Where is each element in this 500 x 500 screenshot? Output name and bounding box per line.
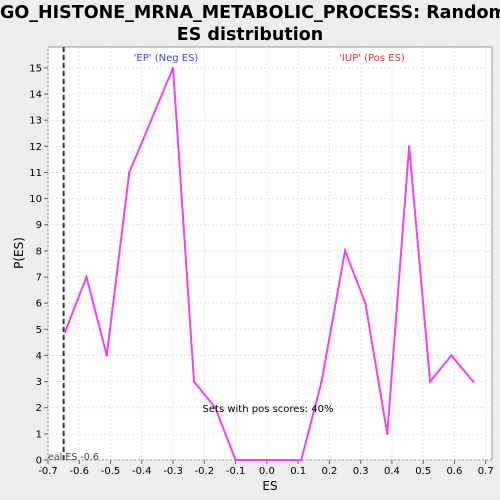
data-point bbox=[192, 380, 196, 383]
x-tick-label: 0.0 bbox=[259, 466, 275, 477]
x-axis-title: ES bbox=[262, 479, 277, 493]
data-point bbox=[300, 458, 303, 462]
x-tick-label: -0.5 bbox=[101, 466, 121, 477]
y-tick-label: 14 bbox=[29, 90, 42, 101]
y-tick-label: 7 bbox=[36, 273, 42, 284]
x-tick-label: 0.1 bbox=[290, 466, 306, 477]
series-line bbox=[64, 67, 475, 461]
data-point bbox=[343, 249, 347, 253]
data-point bbox=[214, 406, 217, 409]
data-point bbox=[364, 301, 367, 305]
chart-title-line-1: GO_HISTONE_MRNA_METABOLIC_PROCESS: Rando… bbox=[0, 3, 500, 23]
pos-es-label: 'IUP' (Pos ES) bbox=[339, 53, 405, 64]
y-tick-label: 3 bbox=[36, 377, 42, 388]
y-tick-label: 9 bbox=[36, 220, 42, 231]
data-point bbox=[234, 458, 237, 462]
data-point bbox=[450, 354, 453, 357]
y-tick-label: 8 bbox=[36, 246, 42, 257]
data-point bbox=[472, 380, 475, 383]
data-point bbox=[128, 171, 131, 174]
data-point bbox=[407, 145, 411, 148]
data-point bbox=[85, 275, 88, 279]
x-tick-label: 0.2 bbox=[321, 466, 337, 477]
data-points bbox=[63, 66, 475, 462]
x-tick-label: 0.6 bbox=[447, 466, 463, 477]
x-tick-label: -0.6 bbox=[70, 466, 90, 477]
plot-area bbox=[47, 46, 493, 461]
y-axis-title: P(ES) bbox=[12, 237, 26, 269]
y-tick-label: 13 bbox=[29, 116, 42, 127]
x-tick-label: 0.4 bbox=[384, 466, 400, 477]
x-tick-label: 0.5 bbox=[415, 466, 431, 477]
data-point bbox=[386, 432, 389, 436]
y-tick-label: 11 bbox=[29, 168, 42, 179]
data-point bbox=[105, 354, 108, 357]
data-point bbox=[265, 458, 269, 462]
y-tick-label: 0 bbox=[36, 456, 42, 467]
y-tick-label: 1 bbox=[36, 429, 42, 440]
y-tick-label: 2 bbox=[36, 403, 42, 414]
x-tick-label: -0.2 bbox=[195, 466, 215, 477]
x-tick-label: -0.7 bbox=[38, 466, 58, 477]
y-tick-label: 10 bbox=[29, 194, 42, 205]
x-tick-label: -0.3 bbox=[163, 466, 183, 477]
data-point bbox=[171, 66, 175, 70]
y-tick-label: 6 bbox=[36, 299, 42, 310]
chart-title: GO_HISTONE_MRNA_METABOLIC_PROCESS: Rando… bbox=[0, 2, 500, 46]
chart-title-line-2: ES distribution bbox=[176, 25, 324, 45]
data-point bbox=[428, 380, 432, 383]
neg-es-label: 'EP' (Neg ES) bbox=[134, 53, 199, 64]
y-tick-label: 12 bbox=[29, 142, 42, 153]
x-tick-label: -0.4 bbox=[132, 466, 152, 477]
x-tick-label: 0.7 bbox=[478, 466, 494, 477]
y-tick-label: 15 bbox=[29, 63, 42, 74]
pos-scores-label: Sets with pos scores: 40% bbox=[203, 404, 334, 415]
real-es-label: eal ES -0.6 bbox=[48, 452, 99, 463]
x-tick-label: -0.1 bbox=[226, 466, 246, 477]
data-point bbox=[63, 330, 67, 334]
y-tick-label: 4 bbox=[36, 351, 42, 362]
data-point bbox=[320, 380, 323, 383]
x-axis-ticks: -0.7 -0.6 -0.5 -0.4 -0.3 -0.2 -0.1 0.0 0.1 0.2 0.3… bbox=[38, 460, 494, 477]
y-tick-label: 5 bbox=[36, 325, 42, 336]
x-tick-label: 0.3 bbox=[353, 466, 369, 477]
